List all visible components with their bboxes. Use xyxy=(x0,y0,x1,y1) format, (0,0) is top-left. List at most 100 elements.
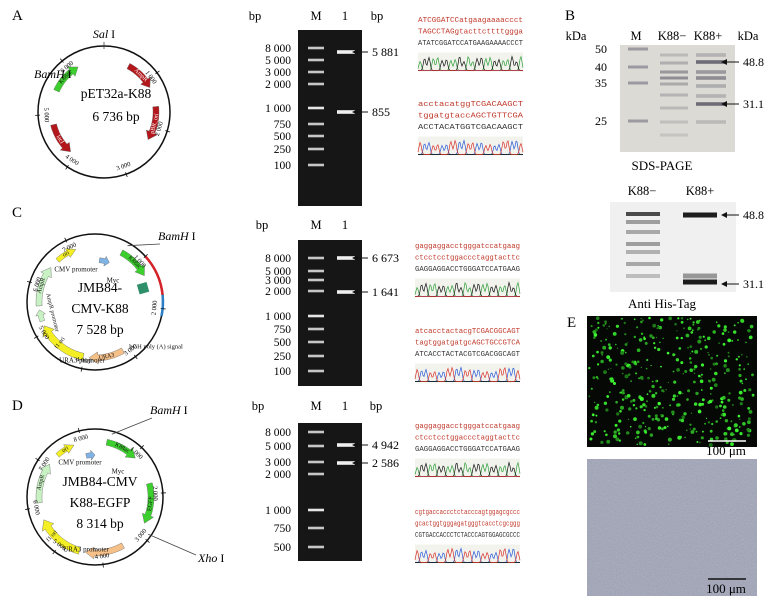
fluorescent-cell xyxy=(699,336,702,339)
fluorescent-cell xyxy=(605,339,607,341)
plasmid-name: JMB84-CMV xyxy=(62,474,137,489)
fluorescent-cell xyxy=(646,368,648,370)
fluorescent-cell xyxy=(630,380,632,382)
plasmid-name: pET32a-K88 xyxy=(81,86,152,101)
fluorescent-cell xyxy=(626,431,629,434)
fluorescent-cell xyxy=(651,385,654,388)
fluorescent-cell xyxy=(696,431,698,433)
fluorescent-cell xyxy=(658,402,661,405)
fluorescent-cell xyxy=(640,397,644,401)
fluorescent-cell xyxy=(715,362,718,365)
fluorescent-cell xyxy=(699,320,701,322)
lane-band xyxy=(683,274,717,279)
fluorescent-cell xyxy=(710,387,713,390)
ladder-label: 750 xyxy=(274,119,292,131)
gel-header: bp xyxy=(252,399,265,413)
gel-header: 1 xyxy=(342,9,348,23)
plasmid-size: 8 314 bp xyxy=(76,516,124,531)
fluorescent-cell xyxy=(657,348,660,351)
chromatogram-bg xyxy=(418,137,523,156)
blot-header: kDa xyxy=(738,29,759,43)
fluorescent-cell xyxy=(722,409,725,412)
fluorescent-cell xyxy=(742,383,744,385)
fluorescent-cell xyxy=(637,361,640,364)
band-size: 48.8 xyxy=(743,55,764,69)
ladder-band xyxy=(308,279,324,282)
fluorescent-cell xyxy=(632,399,635,402)
blot-header: K88+ xyxy=(694,29,723,43)
fluorescent-cell xyxy=(594,333,598,337)
fluorescent-cell xyxy=(597,327,599,329)
ladder-label: 5 000 xyxy=(265,55,291,67)
fluorescent-cell xyxy=(688,327,692,331)
fluorescent-cell xyxy=(588,367,590,369)
lane-band xyxy=(626,274,660,278)
fluorescent-cell xyxy=(624,333,626,335)
fluorescent-cell xyxy=(738,374,741,377)
ladder-band xyxy=(308,445,324,448)
fluorescent-cell xyxy=(714,372,718,376)
fluorescent-cell xyxy=(731,340,733,342)
fluorescent-cell xyxy=(747,329,750,332)
ladder-band xyxy=(308,59,324,62)
fluorescent-cell xyxy=(694,350,698,354)
fluorescent-cell xyxy=(687,319,689,321)
fluorescent-cell xyxy=(719,405,722,408)
fluorescent-cell xyxy=(692,321,694,323)
fluorescent-cell xyxy=(718,342,720,344)
fluorescent-cell xyxy=(668,382,669,383)
fluorescent-cell xyxy=(689,424,691,426)
fluorescent-cell xyxy=(617,428,620,431)
fluorescent-cell xyxy=(605,408,608,411)
fluorescent-cell xyxy=(707,338,709,340)
fluorescent-cell xyxy=(738,415,741,418)
fluorescent-cell xyxy=(639,338,643,342)
ladder-band xyxy=(308,328,324,331)
fluorescent-cell xyxy=(747,428,751,432)
chromatogram-bg xyxy=(415,545,520,564)
fluorescent-cell xyxy=(641,367,642,368)
fluorescent-cell xyxy=(722,396,726,400)
marker-band xyxy=(628,120,648,123)
fluorescent-cell xyxy=(597,322,599,324)
ladder-label: 500 xyxy=(274,542,292,554)
fluorescent-cell xyxy=(676,395,678,397)
fluorescent-cell xyxy=(698,375,701,378)
panel-label: D xyxy=(12,398,23,414)
blot-header: M xyxy=(630,29,641,43)
lane-band xyxy=(626,250,660,254)
lane-band xyxy=(696,70,726,74)
fluorescent-cell xyxy=(702,431,704,433)
fluorescent-cell xyxy=(679,347,682,350)
fluorescent-cell xyxy=(743,389,746,392)
fluorescent-cell xyxy=(621,366,625,370)
fluorescent-cell xyxy=(706,418,707,419)
fluorescent-cell xyxy=(668,317,672,321)
fluorescent-cell xyxy=(700,348,702,350)
fluorescent-cell xyxy=(636,326,638,328)
fluorescent-cell xyxy=(628,374,630,376)
fluorescent-cell xyxy=(724,372,726,374)
ladder-label: 750 xyxy=(274,523,292,535)
fluorescent-cell xyxy=(686,334,690,338)
fluorescent-cell xyxy=(668,438,672,442)
fluorescent-cell xyxy=(701,374,703,376)
gel-header: bp xyxy=(371,9,384,23)
lane-band xyxy=(660,94,688,97)
gel-header: 1 xyxy=(342,218,348,232)
panel-label: E xyxy=(567,315,576,331)
fluorescent-cell xyxy=(638,425,642,429)
fluorescent-cell xyxy=(595,406,599,410)
fluorescent-cell xyxy=(657,380,658,381)
ladder-label: 8 000 xyxy=(265,43,291,55)
site-numeral: I xyxy=(68,67,72,81)
fluorescent-cell xyxy=(648,317,651,320)
fluorescent-cell xyxy=(595,421,597,423)
fluorescent-cell xyxy=(609,391,611,393)
fluorescent-cell xyxy=(633,404,635,406)
sequence-line: tggatgtaccAGCTGTTCGA xyxy=(418,113,524,121)
band-size: 5 881 xyxy=(372,45,399,59)
fluorescent-cell xyxy=(660,366,662,368)
